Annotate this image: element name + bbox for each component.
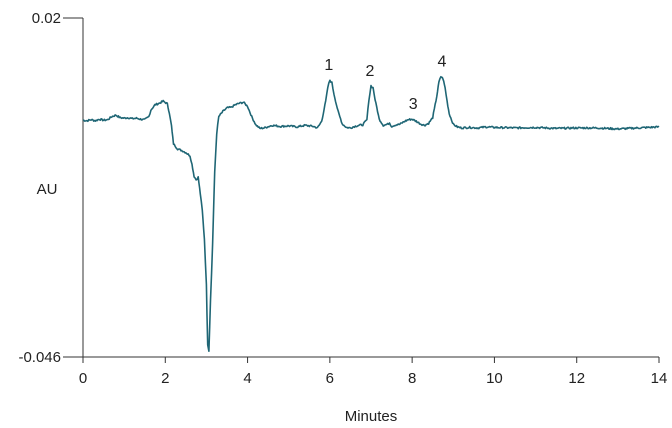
peak-label: 4 (438, 54, 447, 71)
peak-label: 2 (366, 63, 375, 80)
x-tick-label: 14 (651, 370, 668, 387)
x-tick-label: 6 (326, 370, 334, 387)
x-axis-label: Minutes (345, 408, 398, 425)
y-ticks-group: 0.02 -0.046 (18, 10, 83, 366)
x-tick-label: 0 (79, 370, 87, 387)
x-tick-label: 8 (408, 370, 416, 387)
y-tick-label: 0.02 (32, 10, 61, 27)
y-tick-label: -0.046 (18, 349, 61, 366)
x-tick-label: 2 (161, 370, 169, 387)
chromatogram-trace (83, 75, 660, 352)
peak-labels-group: 1 2 3 4 (324, 54, 446, 114)
x-ticks-group: 0 2 4 6 8 10 12 14 (79, 357, 668, 387)
peak-label: 3 (409, 96, 418, 113)
x-tick-label: 10 (486, 370, 503, 387)
y-axis-label: AU (37, 181, 58, 198)
x-tick-label: 12 (568, 370, 585, 387)
x-tick-label: 4 (243, 370, 251, 387)
peak-label: 1 (324, 57, 333, 74)
